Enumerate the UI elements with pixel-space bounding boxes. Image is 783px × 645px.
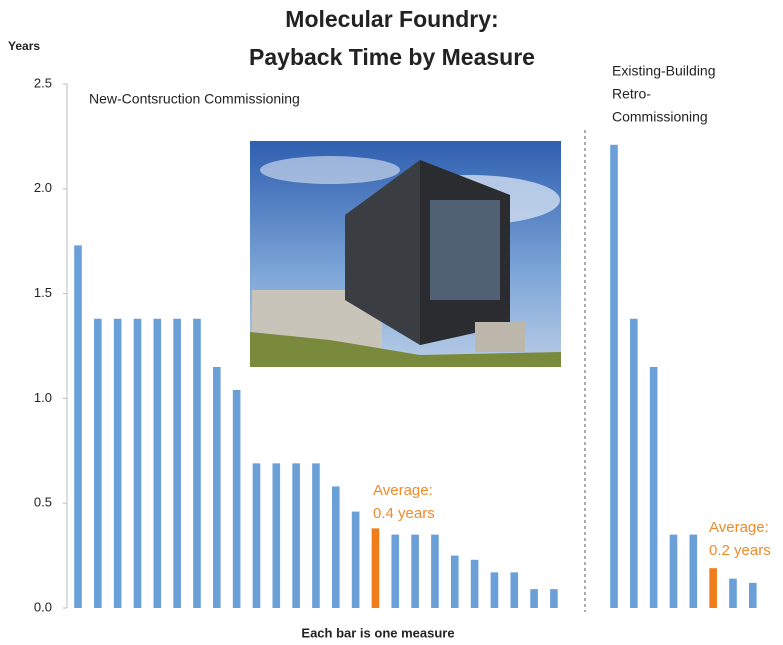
y-tick-label: 0.0	[34, 599, 52, 614]
bar	[649, 366, 658, 608]
bar	[371, 528, 380, 608]
annotation: Average:	[373, 482, 433, 499]
y-tick-label: 1.0	[34, 390, 52, 405]
bar	[470, 559, 479, 608]
y-tick-label: 2.5	[34, 75, 52, 90]
bar	[431, 534, 439, 608]
bar	[213, 366, 221, 608]
y-tick-label: 0.5	[34, 495, 52, 510]
annotation: Average:	[709, 519, 769, 536]
bar	[252, 463, 261, 608]
bar	[411, 534, 419, 608]
y-axis-label: Years	[8, 39, 40, 53]
annotation: 0.4 years	[373, 505, 435, 522]
chart-title: Payback Time by Measure	[249, 44, 535, 70]
bar	[232, 390, 241, 608]
group-label: Commissioning	[612, 109, 708, 125]
bar	[749, 582, 757, 608]
bar	[94, 318, 102, 608]
group-label: New-Contsruction Commissioning	[89, 91, 300, 107]
annotation: 0.2 years	[709, 542, 771, 559]
photo	[250, 141, 561, 367]
bar	[133, 318, 142, 608]
chart-title: Molecular Foundry:	[285, 6, 498, 32]
bar	[490, 572, 499, 608]
y-tick-label: 2.0	[34, 180, 52, 195]
bar	[272, 463, 281, 608]
bar	[312, 463, 320, 608]
bar	[450, 555, 459, 608]
bar	[510, 572, 519, 608]
bar	[709, 568, 717, 608]
bar	[74, 245, 82, 608]
bar	[689, 534, 698, 608]
bar	[292, 463, 300, 608]
bar	[153, 318, 162, 608]
x-axis-label: Each bar is one measure	[301, 625, 454, 640]
y-tick-label: 1.5	[34, 285, 52, 300]
group-label: Existing-Building	[612, 63, 716, 79]
bar	[669, 534, 678, 608]
bar	[610, 144, 618, 608]
bar	[113, 318, 122, 608]
bar	[193, 318, 201, 608]
bar	[331, 486, 340, 608]
bar	[391, 534, 400, 608]
bar	[550, 589, 558, 608]
bar	[530, 589, 538, 608]
bar	[729, 578, 737, 608]
bar	[630, 318, 638, 608]
bar	[173, 318, 181, 608]
bar	[351, 511, 360, 608]
group-label: Retro-	[612, 86, 651, 102]
